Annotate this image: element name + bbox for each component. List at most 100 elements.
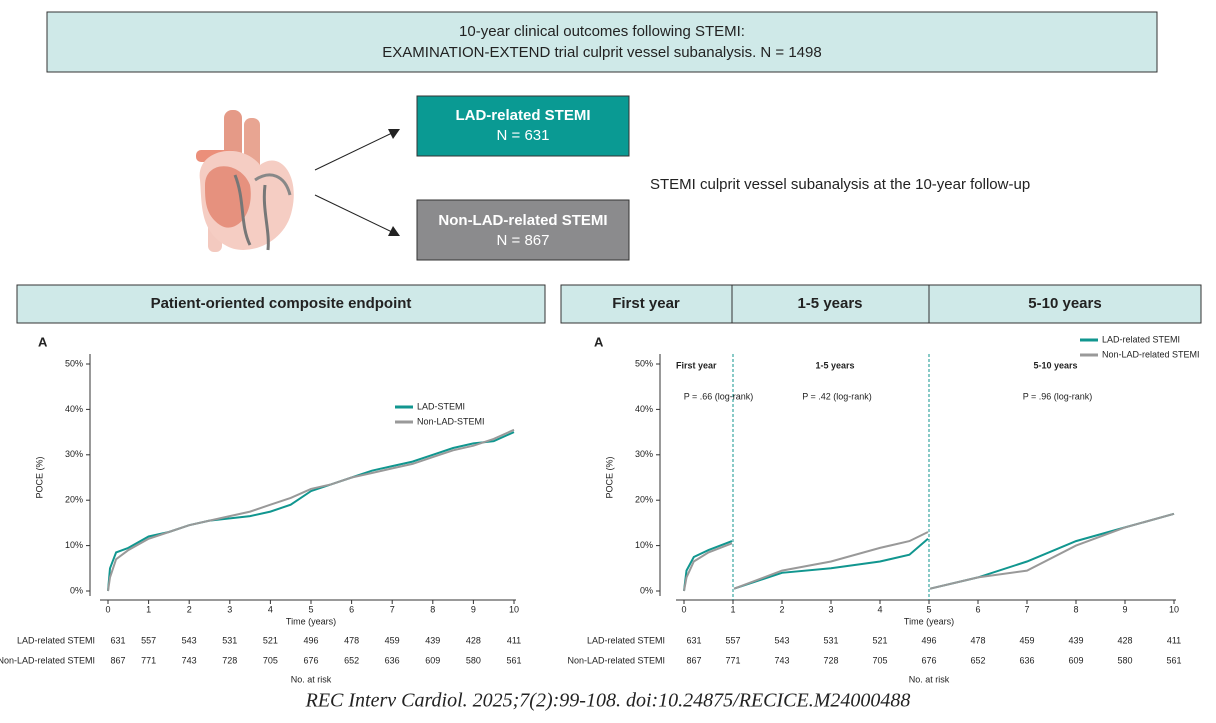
description: STEMI culprit vessel subanalysis at the … [650, 176, 1030, 193]
p-value: P = .96 (log-rank) [1023, 391, 1093, 401]
risk-number: 561 [1166, 655, 1181, 665]
legend-label: LAD-STEMI [417, 401, 465, 411]
y-tick-label: 10% [635, 540, 653, 550]
y-axis-label: POCE (%) [34, 456, 44, 498]
section-box [731, 284, 930, 324]
arrow-head [388, 129, 400, 139]
group-n: N = 631 [497, 127, 550, 144]
y-tick-label: 50% [635, 358, 653, 368]
group-n: N = 867 [497, 232, 550, 249]
x-tick-label: 1 [730, 604, 735, 614]
header-line: 10-year clinical outcomes following STEM… [459, 23, 745, 40]
risk-number: 580 [466, 655, 481, 665]
panel-label: A [594, 334, 604, 349]
risk-number: 521 [263, 635, 278, 645]
x-tick-label: 5 [926, 604, 931, 614]
risk-number: 557 [141, 635, 156, 645]
x-axis-label: Time (years) [904, 616, 954, 626]
risk-number: 496 [921, 635, 936, 645]
arrow [314, 194, 393, 233]
x-tick-label: 0 [105, 604, 110, 614]
risk-number: 459 [1019, 635, 1034, 645]
y-tick-label: 30% [65, 449, 83, 459]
section-title: 5-10 years [1028, 295, 1101, 312]
y-tick-label: 50% [65, 358, 83, 368]
risk-number: 557 [725, 635, 740, 645]
citation: REC Interv Cardiol. 2025;7(2):99-108. do… [305, 690, 911, 712]
heart-icon [196, 110, 294, 252]
group-name: LAD-related STEMI [455, 107, 590, 124]
y-tick-label: 0% [70, 585, 83, 595]
y-tick-label: 40% [65, 404, 83, 414]
risk-number: 521 [872, 635, 887, 645]
series-line [683, 512, 1175, 592]
y-tick-label: 20% [65, 495, 83, 505]
risk-number: 439 [1068, 635, 1083, 645]
risk-number: 867 [110, 655, 125, 665]
risk-number: 428 [1117, 635, 1132, 645]
x-tick-label: 8 [430, 604, 435, 614]
risk-number: 543 [182, 635, 197, 645]
x-tick-label: 5 [308, 604, 313, 614]
risk-number: 705 [263, 655, 278, 665]
p-value: P = .66 (log-rank) [684, 391, 754, 401]
arrow [314, 132, 393, 171]
x-tick-label: 10 [1169, 604, 1179, 614]
x-tick-label: 9 [471, 604, 476, 614]
risk-number: 652 [344, 655, 359, 665]
x-tick-label: 6 [975, 604, 980, 614]
x-tick-label: 4 [877, 604, 882, 614]
x-tick-label: 6 [349, 604, 354, 614]
risk-number: 705 [872, 655, 887, 665]
risk-row-label: Non-LAD-related STEMI [0, 655, 95, 665]
section-title: First year [612, 295, 680, 312]
series-line [107, 431, 515, 592]
period-label: 5-10 years [1033, 360, 1077, 370]
risk-number: 728 [823, 655, 838, 665]
risk-number: 580 [1117, 655, 1132, 665]
x-tick-label: 8 [1073, 604, 1078, 614]
arrow-head [388, 226, 400, 236]
x-tick-label: 2 [779, 604, 784, 614]
risk-number: 531 [823, 635, 838, 645]
y-axis-label: POCE (%) [604, 456, 614, 498]
header-line: EXAMINATION-EXTEND trial culprit vessel … [382, 44, 821, 61]
period-label: First year [676, 360, 717, 370]
risk-row-label: LAD-related STEMI [587, 635, 665, 645]
panel-label: A [38, 334, 48, 349]
y-tick-label: 10% [65, 540, 83, 550]
risk-row-label: LAD-related STEMI [17, 635, 95, 645]
risk-number: 496 [303, 635, 318, 645]
x-tick-label: 2 [187, 604, 192, 614]
risk-row-label: Non-LAD-related STEMI [567, 655, 665, 665]
x-tick-label: 7 [1024, 604, 1029, 614]
risk-number: 771 [141, 655, 156, 665]
risk-number: 561 [506, 655, 521, 665]
period-label: 1-5 years [815, 360, 854, 370]
risk-number: 411 [507, 635, 521, 645]
risk-number: 609 [1068, 655, 1083, 665]
risk-number: 728 [222, 655, 237, 665]
legend-label: Non-LAD-STEMI [417, 416, 485, 426]
x-tick-label: 9 [1122, 604, 1127, 614]
risk-number: 411 [1167, 635, 1181, 645]
risk-number: 439 [425, 635, 440, 645]
x-tick-label: 4 [268, 604, 273, 614]
y-tick-label: 0% [640, 585, 653, 595]
section-title: Patient-oriented composite endpoint [151, 295, 412, 312]
x-tick-label: 3 [828, 604, 833, 614]
y-tick-label: 20% [635, 495, 653, 505]
x-tick-label: 3 [227, 604, 232, 614]
risk-number: 652 [970, 655, 985, 665]
x-tick-label: 7 [390, 604, 395, 614]
section-title: 1-5 years [797, 295, 862, 312]
y-tick-label: 40% [635, 404, 653, 414]
header-box [46, 11, 1158, 73]
risk-number: 609 [425, 655, 440, 665]
x-axis-label: Time (years) [286, 616, 336, 626]
group-box [416, 95, 630, 157]
risk-number: 631 [686, 635, 701, 645]
risk-number: 631 [110, 635, 125, 645]
risk-number: 478 [344, 635, 359, 645]
